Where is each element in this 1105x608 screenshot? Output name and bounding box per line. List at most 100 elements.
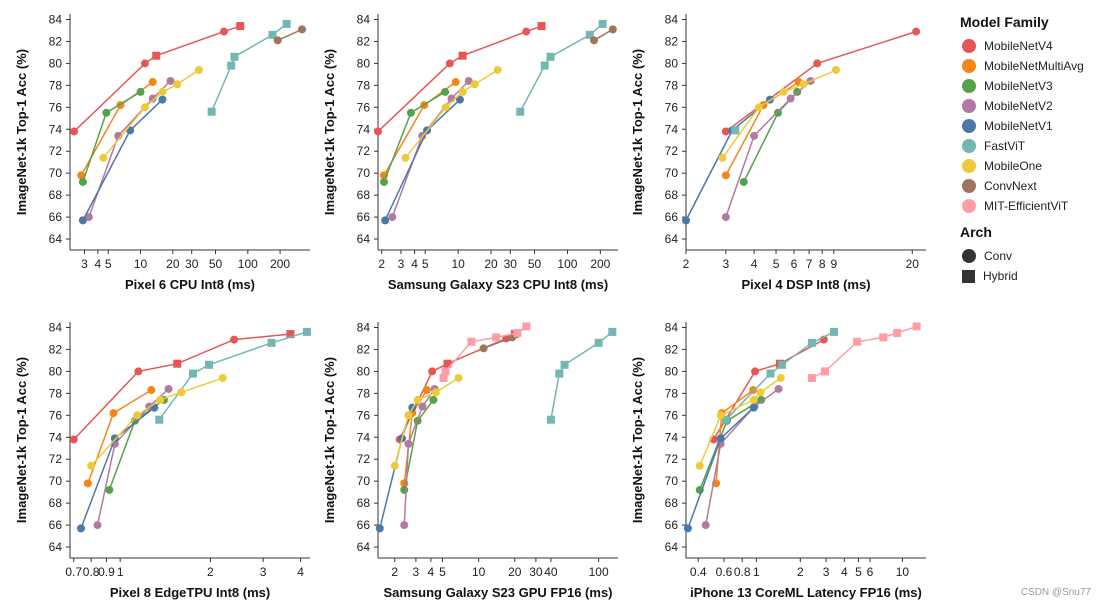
x-tick-label: 2: [391, 565, 398, 579]
legend-arch-list: Conv Hybrid: [958, 246, 1098, 286]
series-fastvit: [722, 327, 838, 424]
y-tick-label: 74: [357, 122, 371, 136]
legend-item-convnext: ConvNext: [958, 176, 1098, 196]
legend-swatch-icon: [962, 99, 976, 113]
series-fastvit: [546, 327, 617, 424]
data-point-hybrid: [598, 19, 607, 28]
chart-panel-4: 64 66 68 70 72 74 76 78 80 82 84 0.7 0.80.9 1 2 3 4 Pixel…: [14, 320, 311, 600]
series-mobilenetv1: [682, 95, 774, 225]
series-line: [82, 91, 141, 183]
legend-label: MobileNetV4: [984, 39, 1053, 53]
data-point-conv: [774, 384, 783, 393]
x-tick-label: 2: [683, 257, 690, 271]
series-fastvit: [516, 19, 607, 116]
data-point-conv: [721, 171, 730, 180]
series-mobileone: [390, 373, 463, 470]
y-tick-label: 84: [357, 12, 371, 26]
data-point-conv: [147, 386, 156, 395]
y-tick-label: 76: [665, 408, 679, 422]
y-tick-label: 84: [357, 320, 371, 334]
data-point-conv: [374, 127, 382, 136]
data-point-hybrid: [594, 338, 603, 347]
y-axis-label: ImageNet-1k Top-1 Acc (%): [14, 357, 29, 523]
data-point-conv: [69, 435, 78, 444]
legend-swatch-icon: [962, 199, 976, 213]
data-point-hybrid: [267, 338, 276, 347]
y-tick-label: 78: [49, 78, 63, 92]
data-point-hybrid: [286, 330, 295, 339]
data-point-conv: [87, 461, 96, 470]
x-tick-label: 2: [207, 565, 214, 579]
y-tick-label: 82: [49, 342, 63, 356]
legend-label: Hybrid: [983, 269, 1018, 283]
y-tick-label: 82: [665, 342, 679, 356]
data-point-hybrid: [829, 327, 838, 336]
y-tick-label: 80: [357, 56, 371, 70]
data-point-hybrid: [458, 51, 467, 60]
y-tick-label: 82: [665, 34, 679, 48]
series-line: [725, 30, 917, 133]
series-line: [384, 99, 461, 221]
data-point-conv: [381, 216, 390, 225]
y-axis-label: ImageNet-1k Top-1 Acc (%): [322, 49, 337, 215]
legend-swatch-icon: [962, 139, 976, 153]
data-point-hybrid: [467, 337, 476, 346]
data-point-hybrid: [268, 30, 277, 39]
y-tick-label: 70: [357, 166, 371, 180]
x-tick-label: 5: [855, 565, 862, 579]
data-point-hybrid: [516, 107, 525, 116]
data-point-hybrid: [807, 338, 816, 347]
data-point-conv: [441, 87, 450, 96]
data-point-hybrid: [227, 61, 236, 70]
data-point-conv: [273, 36, 282, 45]
series-line: [80, 81, 154, 176]
data-point-conv: [831, 65, 840, 74]
series-mobilenetv4: [69, 330, 295, 444]
x-tick-label: 3: [722, 257, 729, 271]
y-tick-label: 64: [49, 540, 63, 554]
series-mobilenetv1: [77, 403, 159, 533]
legend-item-mit-efficientvit: MIT-EfficientViT: [958, 196, 1098, 216]
x-tick-label: 4: [95, 257, 102, 271]
data-point-hybrid: [513, 328, 522, 337]
series-fastvit: [731, 126, 740, 135]
x-tick-label: 7: [806, 257, 813, 271]
y-tick-label: 78: [665, 78, 679, 92]
data-point-conv: [148, 78, 157, 87]
y-tick-label: 76: [665, 100, 679, 114]
x-axis-label: Pixel 8 EdgeTPU Int8 (ms): [110, 585, 270, 600]
series-line: [725, 80, 811, 218]
data-point-conv: [718, 153, 727, 162]
data-point-conv: [757, 395, 766, 404]
data-point-conv: [78, 216, 87, 225]
data-point-conv: [779, 87, 788, 96]
data-point-conv: [134, 367, 143, 376]
data-point-hybrid: [585, 30, 594, 39]
data-point-hybrid: [492, 333, 501, 342]
legend-label: MobileNetV3: [984, 79, 1053, 93]
series-line: [277, 28, 303, 41]
x-tick-label: 10: [896, 565, 910, 579]
data-point-hybrid: [302, 327, 311, 336]
data-point-hybrid: [853, 337, 862, 346]
y-tick-label: 80: [49, 56, 63, 70]
data-point-hybrid: [912, 322, 921, 331]
data-point-conv: [218, 373, 227, 382]
data-point-hybrid: [236, 22, 245, 31]
y-tick-label: 68: [357, 188, 371, 202]
legend-swatch-icon: [962, 79, 976, 93]
y-tick-label: 76: [49, 100, 63, 114]
y-tick-label: 70: [665, 166, 679, 180]
x-tick-label: 9: [830, 257, 837, 271]
data-point-conv: [721, 213, 730, 222]
legend-swatch-icon: [962, 179, 976, 193]
data-point-hybrid: [731, 126, 740, 135]
data-point-conv: [84, 213, 93, 222]
data-point-conv: [522, 27, 531, 36]
y-tick-label: 64: [49, 232, 63, 246]
legend-arch-title: Arch: [960, 224, 992, 240]
data-point-hybrid: [608, 327, 617, 336]
y-tick-label: 74: [49, 430, 63, 444]
x-tick-label: 1: [117, 565, 124, 579]
